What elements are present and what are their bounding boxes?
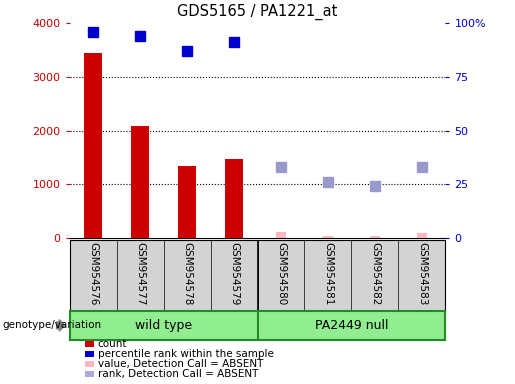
- Text: GSM954581: GSM954581: [323, 242, 333, 306]
- Text: PA2449 null: PA2449 null: [315, 319, 388, 332]
- Text: GSM954578: GSM954578: [182, 242, 192, 306]
- Text: GSM954583: GSM954583: [417, 242, 427, 306]
- Text: percentile rank within the sample: percentile rank within the sample: [98, 349, 274, 359]
- Text: genotype/variation: genotype/variation: [3, 320, 101, 331]
- Title: GDS5165 / PA1221_at: GDS5165 / PA1221_at: [177, 4, 338, 20]
- Text: rank, Detection Call = ABSENT: rank, Detection Call = ABSENT: [98, 369, 258, 379]
- Text: GSM954580: GSM954580: [276, 242, 286, 305]
- Text: value, Detection Call = ABSENT: value, Detection Call = ABSENT: [98, 359, 263, 369]
- Bar: [417, 233, 427, 238]
- Bar: [225, 159, 244, 238]
- Text: count: count: [98, 339, 127, 349]
- Text: GSM954579: GSM954579: [229, 242, 239, 306]
- Bar: [83, 53, 102, 238]
- Text: GSM954576: GSM954576: [88, 242, 98, 306]
- Bar: [178, 166, 196, 238]
- Text: GSM954582: GSM954582: [370, 242, 380, 306]
- Bar: [276, 232, 286, 238]
- Bar: [131, 126, 149, 238]
- Bar: [370, 237, 380, 238]
- Text: wild type: wild type: [135, 319, 192, 332]
- Text: GSM954577: GSM954577: [135, 242, 145, 306]
- Bar: [323, 237, 333, 238]
